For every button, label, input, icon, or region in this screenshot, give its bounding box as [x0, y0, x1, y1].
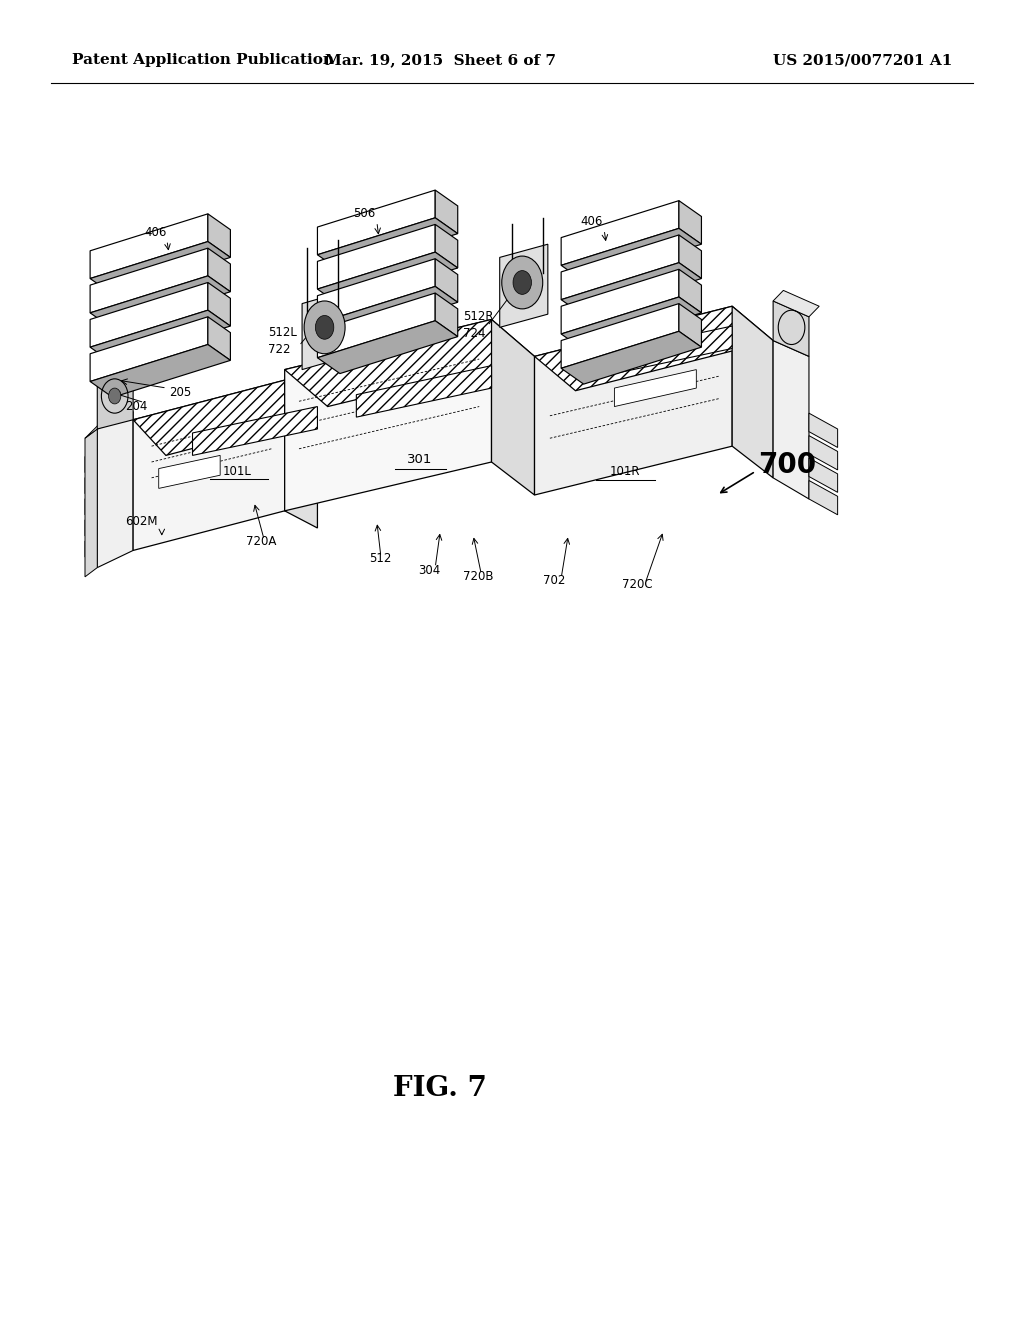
Polygon shape: [561, 235, 679, 300]
Polygon shape: [561, 263, 701, 315]
Polygon shape: [435, 259, 458, 302]
Polygon shape: [133, 380, 285, 550]
Polygon shape: [97, 412, 133, 568]
Text: 720C: 720C: [622, 578, 652, 591]
Polygon shape: [285, 319, 492, 511]
Polygon shape: [317, 224, 435, 289]
Polygon shape: [317, 321, 458, 374]
Text: 406: 406: [144, 226, 167, 239]
Polygon shape: [809, 458, 838, 492]
Polygon shape: [492, 319, 535, 495]
Polygon shape: [193, 407, 317, 455]
Text: 101R: 101R: [609, 465, 640, 478]
Text: 506: 506: [353, 207, 376, 220]
Polygon shape: [317, 286, 458, 339]
Polygon shape: [435, 293, 458, 337]
Polygon shape: [614, 370, 696, 407]
Polygon shape: [679, 304, 701, 347]
Polygon shape: [561, 304, 679, 368]
Circle shape: [502, 256, 543, 309]
Polygon shape: [133, 380, 317, 455]
Text: 602M: 602M: [125, 515, 158, 528]
Polygon shape: [435, 190, 458, 234]
Text: Patent Application Publication: Patent Application Publication: [72, 53, 334, 67]
Polygon shape: [773, 341, 809, 499]
Polygon shape: [208, 282, 230, 326]
Polygon shape: [356, 366, 492, 417]
Polygon shape: [561, 331, 701, 384]
Text: 406: 406: [581, 215, 603, 228]
Polygon shape: [809, 480, 838, 515]
Text: 720A: 720A: [246, 535, 276, 548]
Text: FIG. 7: FIG. 7: [393, 1076, 487, 1102]
Polygon shape: [773, 301, 809, 356]
Polygon shape: [90, 242, 230, 294]
Text: 204: 204: [125, 400, 147, 413]
Circle shape: [304, 301, 345, 354]
Polygon shape: [679, 201, 701, 244]
Polygon shape: [535, 306, 773, 391]
Polygon shape: [535, 306, 732, 495]
Polygon shape: [208, 248, 230, 292]
Polygon shape: [679, 235, 701, 279]
Text: 304: 304: [418, 564, 440, 577]
Polygon shape: [317, 293, 435, 358]
Polygon shape: [159, 455, 220, 488]
Text: 301: 301: [408, 453, 432, 466]
Polygon shape: [435, 224, 458, 268]
Polygon shape: [809, 436, 838, 470]
Text: 720B: 720B: [463, 570, 494, 583]
Polygon shape: [679, 269, 701, 313]
Polygon shape: [85, 506, 111, 536]
Text: 700: 700: [758, 450, 816, 479]
Polygon shape: [85, 429, 97, 577]
Polygon shape: [561, 228, 701, 281]
Text: 205: 205: [169, 385, 191, 399]
Circle shape: [315, 315, 334, 339]
Polygon shape: [561, 297, 701, 350]
Polygon shape: [561, 269, 679, 334]
Text: 702: 702: [543, 574, 565, 587]
Polygon shape: [90, 282, 208, 347]
Text: 512R: 512R: [463, 310, 494, 323]
Polygon shape: [85, 442, 111, 473]
Polygon shape: [90, 214, 208, 279]
Polygon shape: [584, 326, 732, 380]
Text: 512L: 512L: [268, 326, 297, 339]
Polygon shape: [561, 201, 679, 265]
Polygon shape: [317, 259, 435, 323]
Polygon shape: [97, 370, 133, 429]
Polygon shape: [809, 413, 838, 447]
Polygon shape: [90, 317, 208, 381]
Polygon shape: [85, 527, 111, 557]
Polygon shape: [208, 214, 230, 257]
Text: 722: 722: [268, 343, 291, 356]
Polygon shape: [317, 252, 458, 305]
Polygon shape: [208, 317, 230, 360]
Polygon shape: [732, 306, 773, 478]
Text: 101L: 101L: [223, 465, 252, 478]
Text: 724: 724: [463, 327, 485, 341]
Text: US 2015/0077201 A1: US 2015/0077201 A1: [773, 53, 952, 67]
Text: 512: 512: [369, 552, 391, 565]
Circle shape: [109, 388, 121, 404]
Circle shape: [513, 271, 531, 294]
Polygon shape: [90, 248, 208, 313]
Polygon shape: [85, 484, 111, 515]
Polygon shape: [85, 463, 111, 494]
Polygon shape: [317, 190, 435, 255]
Polygon shape: [285, 380, 317, 528]
Polygon shape: [90, 345, 230, 397]
Polygon shape: [90, 276, 230, 329]
Polygon shape: [302, 290, 348, 370]
Polygon shape: [285, 319, 535, 407]
Polygon shape: [85, 403, 133, 438]
Polygon shape: [773, 290, 819, 317]
Polygon shape: [500, 244, 548, 327]
Polygon shape: [90, 310, 230, 363]
Text: Mar. 19, 2015  Sheet 6 of 7: Mar. 19, 2015 Sheet 6 of 7: [325, 53, 556, 67]
Polygon shape: [317, 218, 458, 271]
